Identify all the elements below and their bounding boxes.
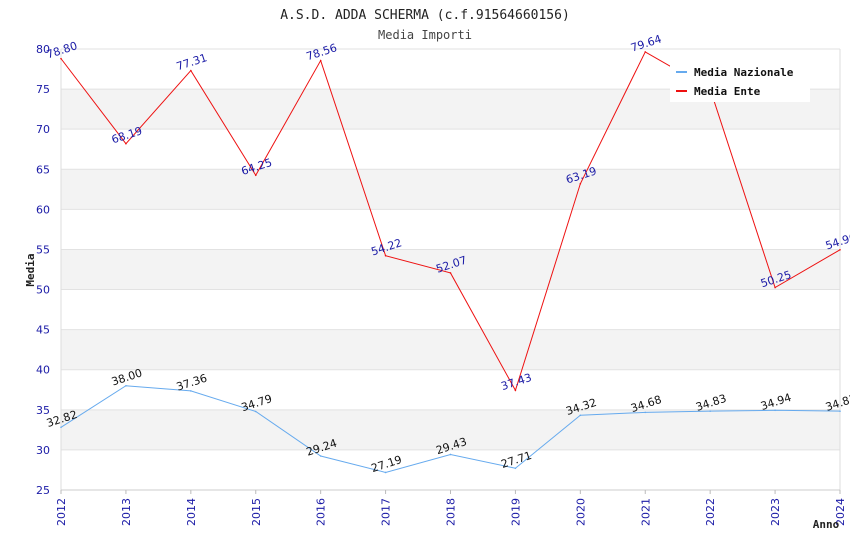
- grid-band: [61, 449, 840, 490]
- y-tick-label: 70: [36, 123, 50, 136]
- data-point: [774, 409, 776, 412]
- data-point: [709, 410, 711, 412]
- x-tick-label: 2015: [250, 498, 263, 526]
- y-tick-label: 60: [36, 203, 50, 216]
- data-point: [254, 174, 257, 177]
- y-tick-label: 80: [36, 43, 50, 56]
- data-point: [319, 59, 322, 62]
- data-point: [254, 410, 257, 413]
- data-point: [319, 455, 322, 457]
- x-tick-label: 2017: [380, 498, 393, 526]
- data-point: [60, 57, 62, 60]
- data-point: [514, 467, 517, 470]
- data-point: [579, 414, 582, 417]
- x-tick-label: 2022: [704, 498, 717, 526]
- legend: Media Nazionale Media Ente: [670, 60, 810, 102]
- data-point: [514, 389, 517, 392]
- x-tick-label: 2012: [55, 498, 68, 526]
- grid-band: [61, 369, 840, 410]
- x-tick-label: 2013: [120, 498, 133, 526]
- data-point: [190, 69, 192, 72]
- chart-title: A.S.D. ADDA SCHERMA (c.f.91564660156): [280, 8, 570, 23]
- data-point: [60, 426, 62, 429]
- grid-band: [61, 289, 840, 330]
- grid-band: [61, 409, 840, 450]
- grid-band: [61, 329, 840, 370]
- data-point: [774, 286, 776, 289]
- x-tick-label: 2019: [509, 498, 522, 526]
- x-tick-label: 2021: [639, 498, 652, 526]
- y-tick-label: 55: [36, 243, 50, 256]
- y-tick-label: 50: [36, 284, 50, 297]
- data-point: [449, 272, 452, 274]
- x-axis-label: Anno: [813, 518, 840, 531]
- chart-subtitle: Media Importi: [378, 28, 472, 42]
- x-tick-label: 2020: [574, 498, 587, 526]
- data-point: [839, 410, 841, 412]
- y-axis-label: Media: [24, 253, 37, 286]
- x-tick-label: 2014: [185, 498, 198, 526]
- x-tick-label: 2016: [315, 498, 328, 526]
- x-axis-ticks: 2012 2013 2014 2015 2016 2017 2018 2019 2020 2021…: [55, 490, 847, 526]
- grid-band: [61, 129, 840, 170]
- y-tick-label: 65: [36, 163, 50, 176]
- y-tick-label: 75: [36, 83, 50, 96]
- grid-band: [61, 169, 840, 210]
- grid-band: [61, 209, 840, 250]
- data-point: [125, 384, 127, 387]
- x-tick-label: 2024: [834, 498, 847, 526]
- grid-bands: [60, 48, 841, 491]
- y-tick-label: 40: [36, 364, 50, 377]
- y-axis-ticks: 25 30 35 40 45 50 55 60 65 70 75 80: [36, 43, 50, 497]
- y-tick-label: 25: [36, 484, 50, 497]
- x-tick-label: 2023: [769, 498, 782, 526]
- data-point: [579, 182, 582, 185]
- legend-entry: Media Nazionale: [694, 66, 794, 79]
- data-point: [644, 411, 647, 414]
- data-point: [839, 248, 841, 251]
- data-point: [449, 453, 452, 456]
- y-tick-label: 35: [36, 404, 50, 417]
- data-point: [644, 51, 647, 53]
- data-point: [125, 142, 127, 145]
- legend-box: [670, 60, 810, 102]
- data-point: [384, 254, 387, 257]
- data-point: [384, 471, 387, 474]
- x-tick-label: 2018: [445, 498, 458, 526]
- legend-entry: Media Ente: [694, 85, 761, 98]
- data-point: [190, 390, 192, 392]
- grid-band: [61, 249, 840, 290]
- y-tick-label: 45: [36, 324, 50, 337]
- y-tick-label: 30: [36, 444, 50, 457]
